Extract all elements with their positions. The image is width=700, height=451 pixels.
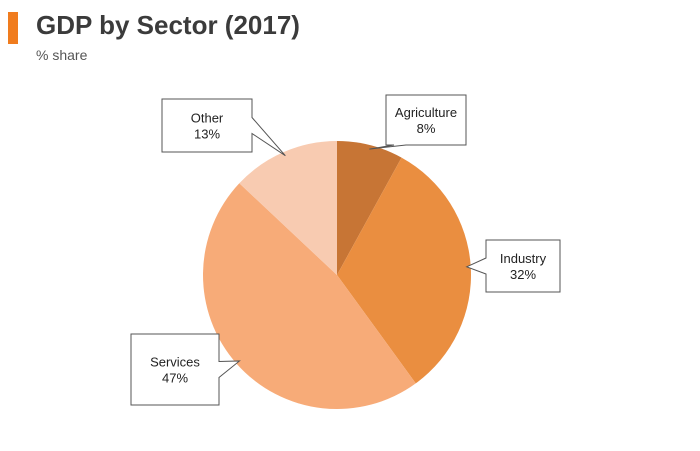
pie-slice-industry — [337, 157, 471, 384]
pie-slice-services — [203, 183, 416, 409]
pie-slice-agriculture — [337, 141, 402, 275]
slice-value-services: 47% — [162, 371, 188, 386]
pie-slices — [203, 141, 471, 409]
title-accent-bar — [8, 12, 18, 44]
slice-label-services: Services — [150, 355, 200, 370]
slice-value-other: 13% — [194, 127, 220, 142]
chart-subtitle: % share — [36, 47, 88, 63]
callout-box-agriculture — [369, 94, 467, 150]
callout-box-industry — [465, 239, 561, 293]
slice-label-industry: Industry — [500, 251, 547, 266]
slice-label-agriculture: Agriculture — [395, 105, 457, 120]
callout-box-services — [130, 333, 241, 406]
slice-value-agriculture: 8% — [417, 121, 436, 136]
chart-title: GDP by Sector (2017) — [36, 10, 300, 40]
pie-slice-other — [239, 141, 337, 275]
slice-label-other: Other — [191, 111, 224, 126]
slice-value-industry: 32% — [510, 267, 536, 282]
callout-box-other — [161, 98, 286, 157]
